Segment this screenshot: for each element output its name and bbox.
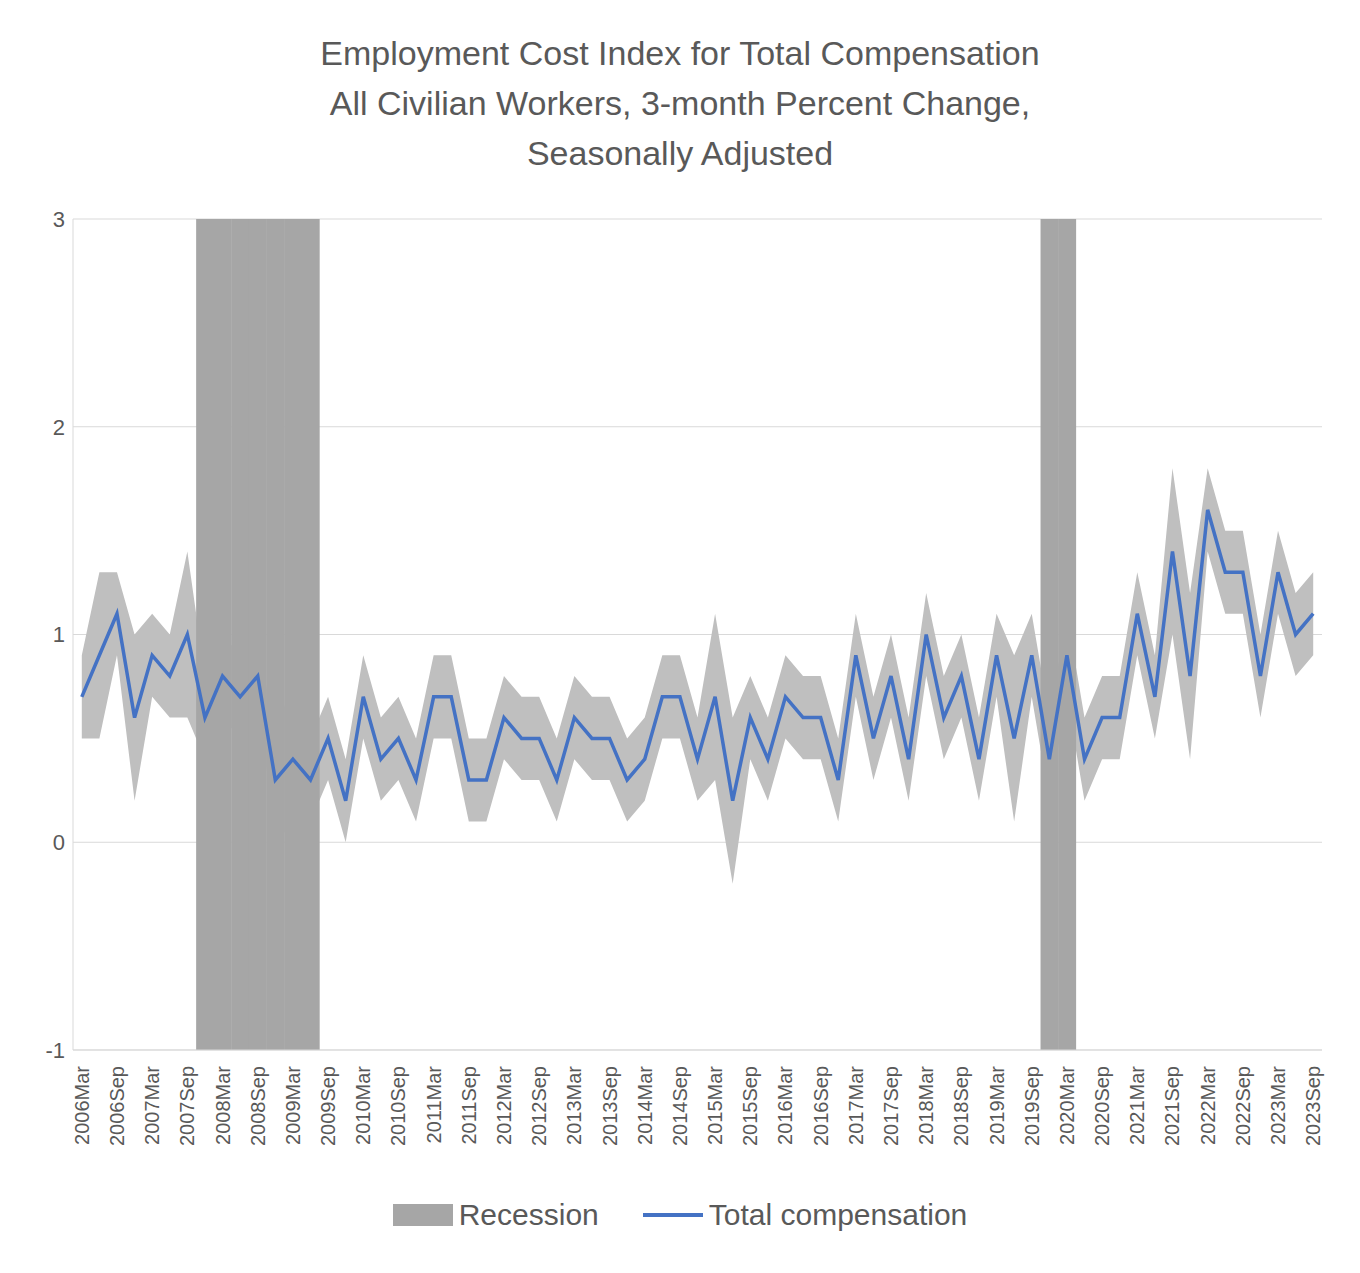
svg-text:2006Mar: 2006Mar [71, 1066, 93, 1145]
svg-text:2013Mar: 2013Mar [563, 1066, 585, 1145]
svg-text:2007Mar: 2007Mar [141, 1066, 163, 1145]
svg-text:2009Mar: 2009Mar [282, 1066, 304, 1145]
svg-text:3: 3 [53, 207, 65, 232]
svg-text:2018Sep: 2018Sep [950, 1066, 972, 1146]
svg-text:0: 0 [53, 830, 65, 855]
html-text:Total compensation: Total compensation [708, 1198, 968, 1231]
svg-text:2008Mar: 2008Mar [212, 1066, 234, 1145]
svg-text:2019Sep: 2019Sep [1021, 1066, 1043, 1146]
svg-text:2018Mar: 2018Mar [915, 1066, 937, 1145]
svg-text:2008Sep: 2008Sep [247, 1066, 269, 1146]
svg-text:1: 1 [53, 622, 65, 647]
svg-text:2011Sep: 2011Sep [458, 1066, 480, 1145]
html-text:Seasonally Adjusted: Seasonally Adjusted [526, 134, 834, 172]
svg-text:-1: -1 [45, 1038, 65, 1063]
svg-text:2013Sep: 2013Sep [599, 1066, 621, 1146]
svg-text:2021Mar: 2021Mar [1126, 1066, 1148, 1145]
svg-text:2020Mar: 2020Mar [1056, 1066, 1078, 1145]
svg-text:2016Sep: 2016Sep [810, 1066, 832, 1146]
svg-text:2022Sep: 2022Sep [1232, 1066, 1254, 1146]
svg-text:2015Mar: 2015Mar [704, 1066, 726, 1145]
svg-text:2017Mar: 2017Mar [845, 1066, 867, 1145]
svg-text:2010Sep: 2010Sep [387, 1066, 409, 1146]
svg-text:2020Sep: 2020Sep [1091, 1066, 1113, 1146]
svg-text:2015Sep: 2015Sep [739, 1066, 761, 1146]
svg-text:2016Mar: 2016Mar [774, 1066, 796, 1145]
svg-text:2009Sep: 2009Sep [317, 1066, 339, 1146]
html-text:Recession: Recession [458, 1198, 599, 1231]
svg-text:2021Sep: 2021Sep [1161, 1066, 1183, 1146]
svg-text:2023Sep: 2023Sep [1302, 1066, 1324, 1146]
svg-text:2022Mar: 2022Mar [1197, 1066, 1219, 1145]
svg-text:2007Sep: 2007Sep [176, 1066, 198, 1146]
svg-text:2017Sep: 2017Sep [880, 1066, 902, 1146]
svg-text:2010Mar: 2010Mar [352, 1066, 374, 1145]
svg-text:2011Mar: 2011Mar [423, 1066, 445, 1144]
svg-text:2: 2 [53, 415, 65, 440]
html-text:Employment Cost Index for Tota: Employment Cost Index for Total Compensa… [320, 34, 1040, 72]
svg-text:2012Mar: 2012Mar [493, 1066, 515, 1145]
svg-text:2019Mar: 2019Mar [986, 1066, 1008, 1145]
svg-text:2014Mar: 2014Mar [634, 1066, 656, 1145]
svg-text:2014Sep: 2014Sep [669, 1066, 691, 1146]
html-text:All Civilian Workers, 3-month: All Civilian Workers, 3-month Percent Ch… [329, 84, 1031, 122]
svg-text:2006Sep: 2006Sep [106, 1066, 128, 1146]
svg-text:2023Mar: 2023Mar [1267, 1066, 1289, 1145]
svg-text:2012Sep: 2012Sep [528, 1066, 550, 1146]
